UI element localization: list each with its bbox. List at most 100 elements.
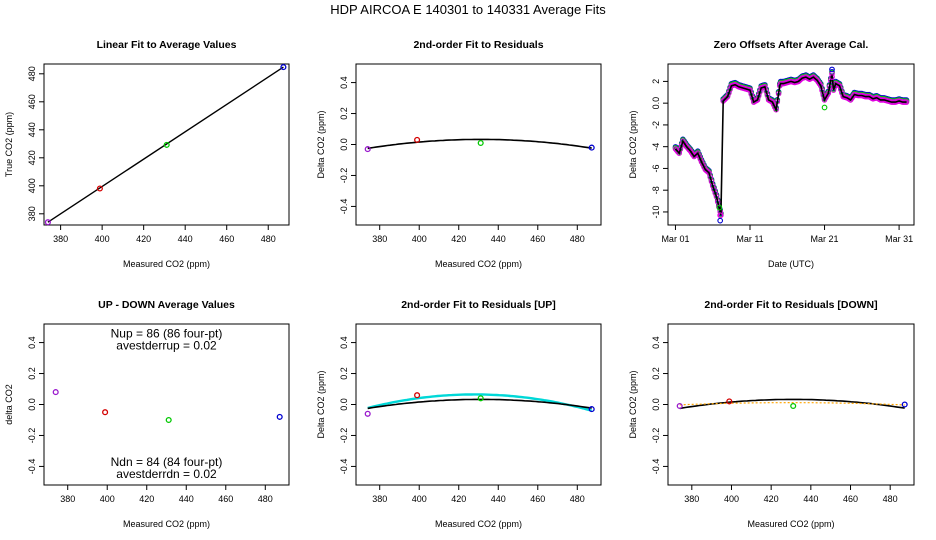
x-axis-label: Date (UTC) (768, 259, 814, 269)
y-tick-label: 0.2 (339, 367, 349, 380)
data-point-green (790, 402, 797, 410)
data-point-blue (276, 413, 283, 420)
y-axis-label: True CO2 (ppm) (4, 112, 14, 177)
chart-title: 2nd-order Fit to Residuals (413, 39, 543, 51)
data-point-magenta (721, 96, 728, 103)
data-point-red (414, 136, 421, 143)
x-tick-label: 420 (451, 494, 466, 504)
chart-panel-4: UP - DOWN Average Values 380 400 420 440 460 4… (4, 299, 290, 529)
y-tick-label: -4 (651, 143, 661, 151)
chart-title: Zero Offsets After Average Cal. (714, 39, 869, 51)
x-tick-label: 400 (412, 494, 427, 504)
data-point-red (102, 409, 109, 416)
x-tick-label: 440 (178, 234, 193, 244)
y-tick-label: 0.0 (651, 398, 661, 411)
plot-area (367, 393, 593, 412)
x-tick-label: 420 (136, 234, 151, 244)
data-point-green (716, 204, 723, 211)
x-tick-label: 380 (60, 494, 75, 504)
y-tick-label: -0.2 (339, 168, 349, 184)
y-tick-label: 460 (27, 94, 37, 109)
chart-panel-2: 2nd-order Fit to Residuals 380 400 420 440 46… (316, 39, 602, 269)
x-tick-label: 480 (570, 494, 585, 504)
y-axis-label: delta CO2 (4, 384, 14, 425)
data-point-green (165, 416, 172, 424)
chart-title: 2nd-order Fit to Residuals [DOWN] (704, 299, 877, 311)
series-markers (672, 69, 910, 218)
data-point-red (96, 185, 103, 192)
y-tick-label: 0.4 (27, 336, 37, 349)
y-tick-label: 2 (651, 79, 661, 84)
data-point-blue (280, 64, 287, 71)
x-tick-label: 480 (258, 494, 273, 504)
data-point-magenta (697, 156, 704, 162)
data-point-green (163, 141, 170, 148)
x-tick-label: 480 (570, 234, 585, 244)
y-tick-label: -0.2 (651, 428, 661, 444)
annotation-text: Nup = 86 (86 four-pt) (111, 326, 223, 340)
x-tick-label: 460 (218, 494, 233, 504)
x-tick-label: 400 (724, 494, 739, 504)
y-tick-label: 0.2 (339, 107, 349, 120)
data-point-blue (717, 217, 724, 224)
x-tick-label: 480 (883, 494, 898, 504)
x-axis-label: Measured CO2 (ppm) (435, 519, 522, 529)
x-tick-label: 420 (451, 234, 466, 244)
data-point-blue (829, 66, 835, 73)
y-tick-label: -8 (651, 186, 661, 194)
y-tick-label: -2 (651, 121, 661, 129)
data-point-magenta (770, 101, 777, 108)
data-point-magenta (829, 74, 835, 80)
y-tick-label: 420 (27, 150, 37, 165)
x-tick-label: 440 (803, 494, 818, 504)
fit-curve-black (367, 398, 592, 410)
chart-panel-3: Zero Offsets After Average Cal. Mar 01 Mar… (628, 39, 915, 269)
y-tick-label: 0.0 (27, 398, 37, 411)
figure-title: HDP AIRCOA E 140301 to 140331 Average Fi… (330, 2, 606, 17)
data-point-purple (676, 402, 683, 410)
chart-title: Linear Fit to Average Values (97, 39, 237, 51)
x-tick-label: Mar 31 (885, 234, 913, 244)
fit-line (47, 66, 284, 223)
y-tick-label: 0.4 (651, 336, 661, 349)
data-point-blue (588, 144, 595, 151)
data-point-purple (364, 410, 371, 417)
y-axis-label: Delta CO2 (ppm) (628, 110, 638, 178)
data-point-magenta (695, 150, 701, 156)
chart-panel-6: 2nd-order Fit to Residuals [DOWN] 380 400 4… (628, 299, 915, 529)
y-tick-label: 0.4 (339, 336, 349, 349)
data-point-red (414, 392, 421, 399)
data-point-green (477, 139, 484, 147)
series-line (674, 73, 907, 216)
x-axis-label: Measured CO2 (ppm) (747, 519, 834, 529)
data-point-green (821, 104, 828, 111)
x-axis-label: Measured CO2 (ppm) (435, 259, 522, 269)
x-tick-label: 440 (491, 494, 506, 504)
y-tick-label: -10 (651, 205, 661, 218)
x-tick-label: 380 (53, 234, 68, 244)
data-point-green (477, 395, 484, 402)
x-tick-label: 460 (530, 234, 545, 244)
chart-title: UP - DOWN Average Values (98, 299, 235, 311)
y-tick-label: 380 (27, 206, 37, 221)
data-point-red (726, 398, 733, 405)
y-tick-label: 0.2 (651, 367, 661, 380)
plot-frame (667, 63, 915, 226)
y-tick-label: 440 (27, 122, 37, 137)
plot-area (47, 66, 284, 223)
plot-area (672, 66, 910, 224)
x-tick-label: 420 (764, 494, 779, 504)
x-tick-label: 400 (95, 234, 110, 244)
x-axis-label: Measured CO2 (ppm) (123, 259, 210, 269)
y-tick-label: -6 (651, 164, 661, 172)
y-tick-label: -0.4 (651, 459, 661, 475)
fit-curve-black (367, 138, 592, 150)
x-tick-label: 460 (530, 494, 545, 504)
x-tick-label: 440 (491, 234, 506, 244)
chart-panel-5: 2nd-order Fit to Residuals [UP] 380 400 420… (316, 299, 602, 529)
y-axis-label: Delta CO2 (ppm) (316, 370, 326, 438)
x-tick-label: 460 (219, 234, 234, 244)
y-tick-label: 480 (27, 66, 37, 81)
y-tick-label: 400 (27, 178, 37, 193)
